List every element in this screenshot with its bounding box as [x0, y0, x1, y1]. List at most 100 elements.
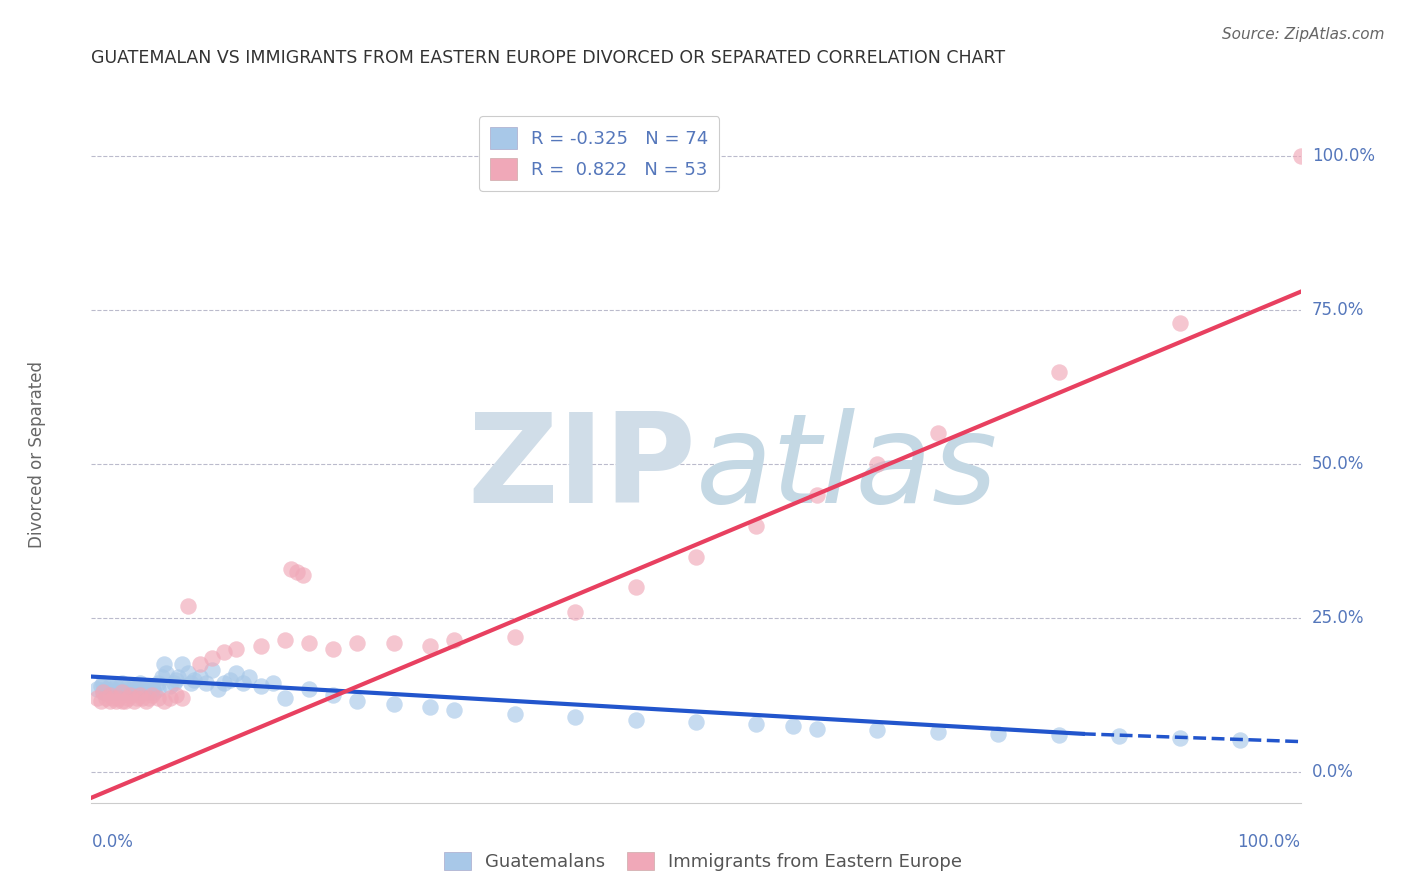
Text: 100.0%: 100.0%	[1312, 147, 1375, 165]
Point	[122, 681, 145, 696]
Point	[1108, 729, 1130, 743]
Point	[443, 703, 465, 717]
Point	[111, 685, 132, 699]
Point	[280, 562, 302, 576]
Point	[86, 691, 108, 706]
Text: Source: ZipAtlas.com: Source: ZipAtlas.com	[1222, 27, 1385, 42]
Point	[201, 651, 224, 665]
Point	[90, 694, 112, 708]
Point	[111, 675, 132, 690]
Point	[93, 685, 115, 699]
Point	[322, 641, 344, 656]
Text: GUATEMALAN VS IMMIGRANTS FROM EASTERN EUROPE DIVORCED OR SEPARATED CORRELATION C: GUATEMALAN VS IMMIGRANTS FROM EASTERN EU…	[91, 49, 1005, 67]
Point	[104, 679, 127, 693]
Point	[180, 675, 202, 690]
Point	[159, 691, 181, 706]
Point	[207, 681, 229, 696]
Point	[94, 691, 117, 706]
Point	[107, 691, 129, 706]
Point	[624, 713, 647, 727]
Point	[298, 636, 321, 650]
Point	[172, 657, 194, 672]
Point	[564, 605, 586, 619]
Point	[120, 688, 142, 702]
Point	[117, 691, 139, 706]
Point	[114, 694, 136, 708]
Point	[98, 688, 121, 702]
Point	[146, 675, 169, 690]
Point	[167, 669, 190, 683]
Point	[1289, 149, 1312, 163]
Point	[104, 694, 127, 708]
Point	[86, 681, 108, 696]
Point	[214, 675, 236, 690]
Point	[685, 549, 707, 564]
Point	[443, 632, 465, 647]
Point	[131, 691, 153, 706]
Point	[101, 691, 124, 706]
Point	[138, 685, 160, 699]
Point	[90, 679, 112, 693]
Point	[298, 681, 321, 696]
Point	[624, 580, 647, 594]
Point	[127, 691, 149, 706]
Text: 25.0%: 25.0%	[1312, 609, 1364, 627]
Point	[1047, 728, 1070, 742]
Point	[155, 666, 177, 681]
Point	[503, 706, 526, 721]
Point	[249, 679, 271, 693]
Point	[866, 723, 889, 738]
Point	[866, 457, 889, 471]
Point	[238, 669, 260, 683]
Point	[177, 666, 200, 681]
Text: 0.0%: 0.0%	[91, 833, 134, 851]
Text: Divorced or Separated: Divorced or Separated	[28, 361, 46, 549]
Point	[419, 639, 441, 653]
Point	[93, 685, 115, 699]
Point	[98, 679, 121, 693]
Point	[117, 679, 139, 693]
Legend: Guatemalans, Immigrants from Eastern Europe: Guatemalans, Immigrants from Eastern Eur…	[436, 845, 970, 879]
Point	[153, 694, 176, 708]
Point	[146, 691, 169, 706]
Text: 50.0%: 50.0%	[1312, 455, 1364, 473]
Point	[165, 673, 187, 687]
Point	[177, 599, 200, 613]
Point	[141, 681, 163, 696]
Point	[101, 681, 124, 696]
Point	[188, 657, 211, 672]
Point	[201, 664, 224, 678]
Point	[346, 694, 368, 708]
Point	[745, 518, 768, 533]
Point	[225, 641, 247, 656]
Point	[128, 675, 150, 690]
Point	[231, 675, 253, 690]
Point	[165, 688, 187, 702]
Point	[143, 685, 166, 699]
Point	[104, 685, 127, 699]
Point	[135, 694, 157, 708]
Point	[141, 679, 163, 693]
Point	[225, 666, 247, 681]
Point	[122, 694, 145, 708]
Point	[135, 679, 157, 693]
Point	[346, 636, 368, 650]
Point	[117, 681, 139, 696]
Point	[94, 681, 117, 696]
Text: 0.0%: 0.0%	[1312, 763, 1354, 781]
Point	[172, 691, 194, 706]
Point	[122, 679, 145, 693]
Point	[564, 709, 586, 723]
Point	[153, 657, 176, 672]
Point	[503, 630, 526, 644]
Point	[285, 565, 308, 579]
Point	[128, 688, 150, 702]
Point	[128, 681, 150, 696]
Text: 100.0%: 100.0%	[1237, 833, 1301, 851]
Point	[111, 685, 132, 699]
Point	[131, 685, 153, 699]
Point	[927, 426, 949, 441]
Point	[93, 675, 115, 690]
Point	[1229, 733, 1251, 747]
Point	[162, 675, 184, 690]
